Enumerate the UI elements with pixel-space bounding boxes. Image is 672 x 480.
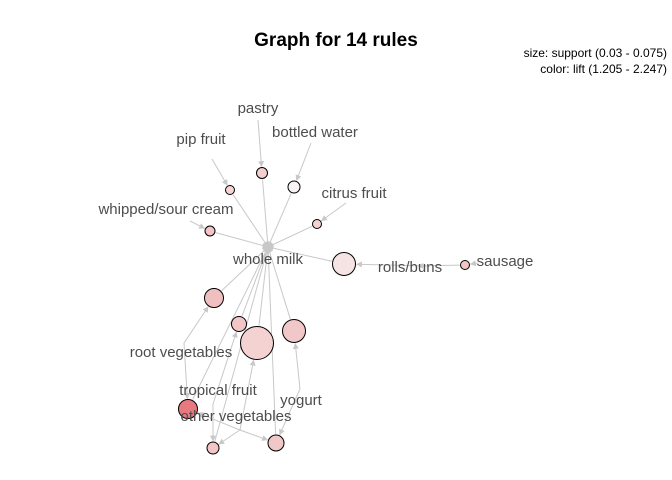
edge-other_vegetables-to-r13 [218,429,241,445]
rule-node-r6 [332,252,356,276]
rule-node-r7 [460,260,470,270]
edge-r7-to-rolls_buns [417,262,460,269]
item-label-bottled-water: bottled water [272,124,358,141]
rule-node-r11 [282,319,306,343]
item-label-yogurt: yogurt [280,392,323,409]
item-label-pip-fruit: pip fruit [176,131,226,148]
edge-r12-to-whole_milk [192,246,269,400]
item-label-citrus-fruit: citrus fruit [321,185,387,202]
edge-r10-to-whole_milk [258,246,271,326]
rule-node-r13 [206,441,220,455]
item-label-root-vegetables: root vegetables [130,344,233,361]
edge-citrus_fruit-to-r4 [320,202,347,222]
edge-yogurt-to-r14 [279,388,301,436]
edge-pip_fruit-to-r1 [211,158,228,186]
edge-r9-to-whole_milk [241,246,269,317]
edge-r8-to-whole_milk [221,246,269,292]
edge-r5-to-whole_milk [215,232,269,249]
rule-node-r12 [178,399,198,419]
item-labels: whole milk pastry bottled water pip fruit ci… [97,100,533,425]
edge-r4-to-whole_milk [267,225,313,248]
graph-title: Graph for 14 rules [254,30,418,51]
item-label-other-vegetables: other vegetables [181,408,292,425]
edge-whipped_sour_cream-to-r5 [189,220,206,229]
legend-size: size: support (0.03 - 0.075) [524,46,667,60]
rule-node-r5 [204,225,216,237]
item-label-whole-milk: whole milk [232,251,304,268]
rule-node-r1 [225,185,235,195]
item-label-tropical-fruit: tropical fruit [179,382,257,399]
edge-other_vegetables-to-r12 [197,412,241,431]
rule-node-r2 [256,167,268,179]
edge-other_vegetables-to-r10 [239,359,256,431]
item-label-pastry: pastry [238,100,279,117]
edge-r6-to-whole_milk [267,245,332,262]
edge-r1-to-whole_milk [232,194,269,248]
rule-node-r4 [312,219,322,229]
rule-node-r9 [231,316,247,332]
rule-node-r8 [204,288,224,308]
edge-r3-to-whole_milk [267,193,292,248]
edge-root_vegetables-to-r12 [183,342,191,400]
edge-bottled_water-to-r3 [295,142,312,182]
edge-r2-to-whole_milk [262,179,271,248]
item-label-whipped-sour-cream: whipped/sour cream [97,201,233,218]
edge-yogurt-to-r11 [292,342,301,390]
item-label-rolls-buns: rolls/buns [378,259,442,276]
rule-node-r10 [240,326,274,360]
edge-r11-to-whole_milk [266,246,291,320]
rule-nodes [178,167,470,455]
rule-node-r14 [267,434,285,452]
edge-other_vegetables-to-r14 [239,429,269,441]
edge-tropical_fruit-to-r9 [212,331,238,405]
item-label-sausage: sausage [477,253,534,270]
edge-pastry-to-r2 [257,119,265,168]
edge-root_vegetables-to-r8 [183,306,209,344]
legend-color: color: lift (1.205 - 2.247) [540,62,667,76]
edge-sausage-to-r7 [469,260,479,267]
rule-node-r3 [287,180,301,194]
